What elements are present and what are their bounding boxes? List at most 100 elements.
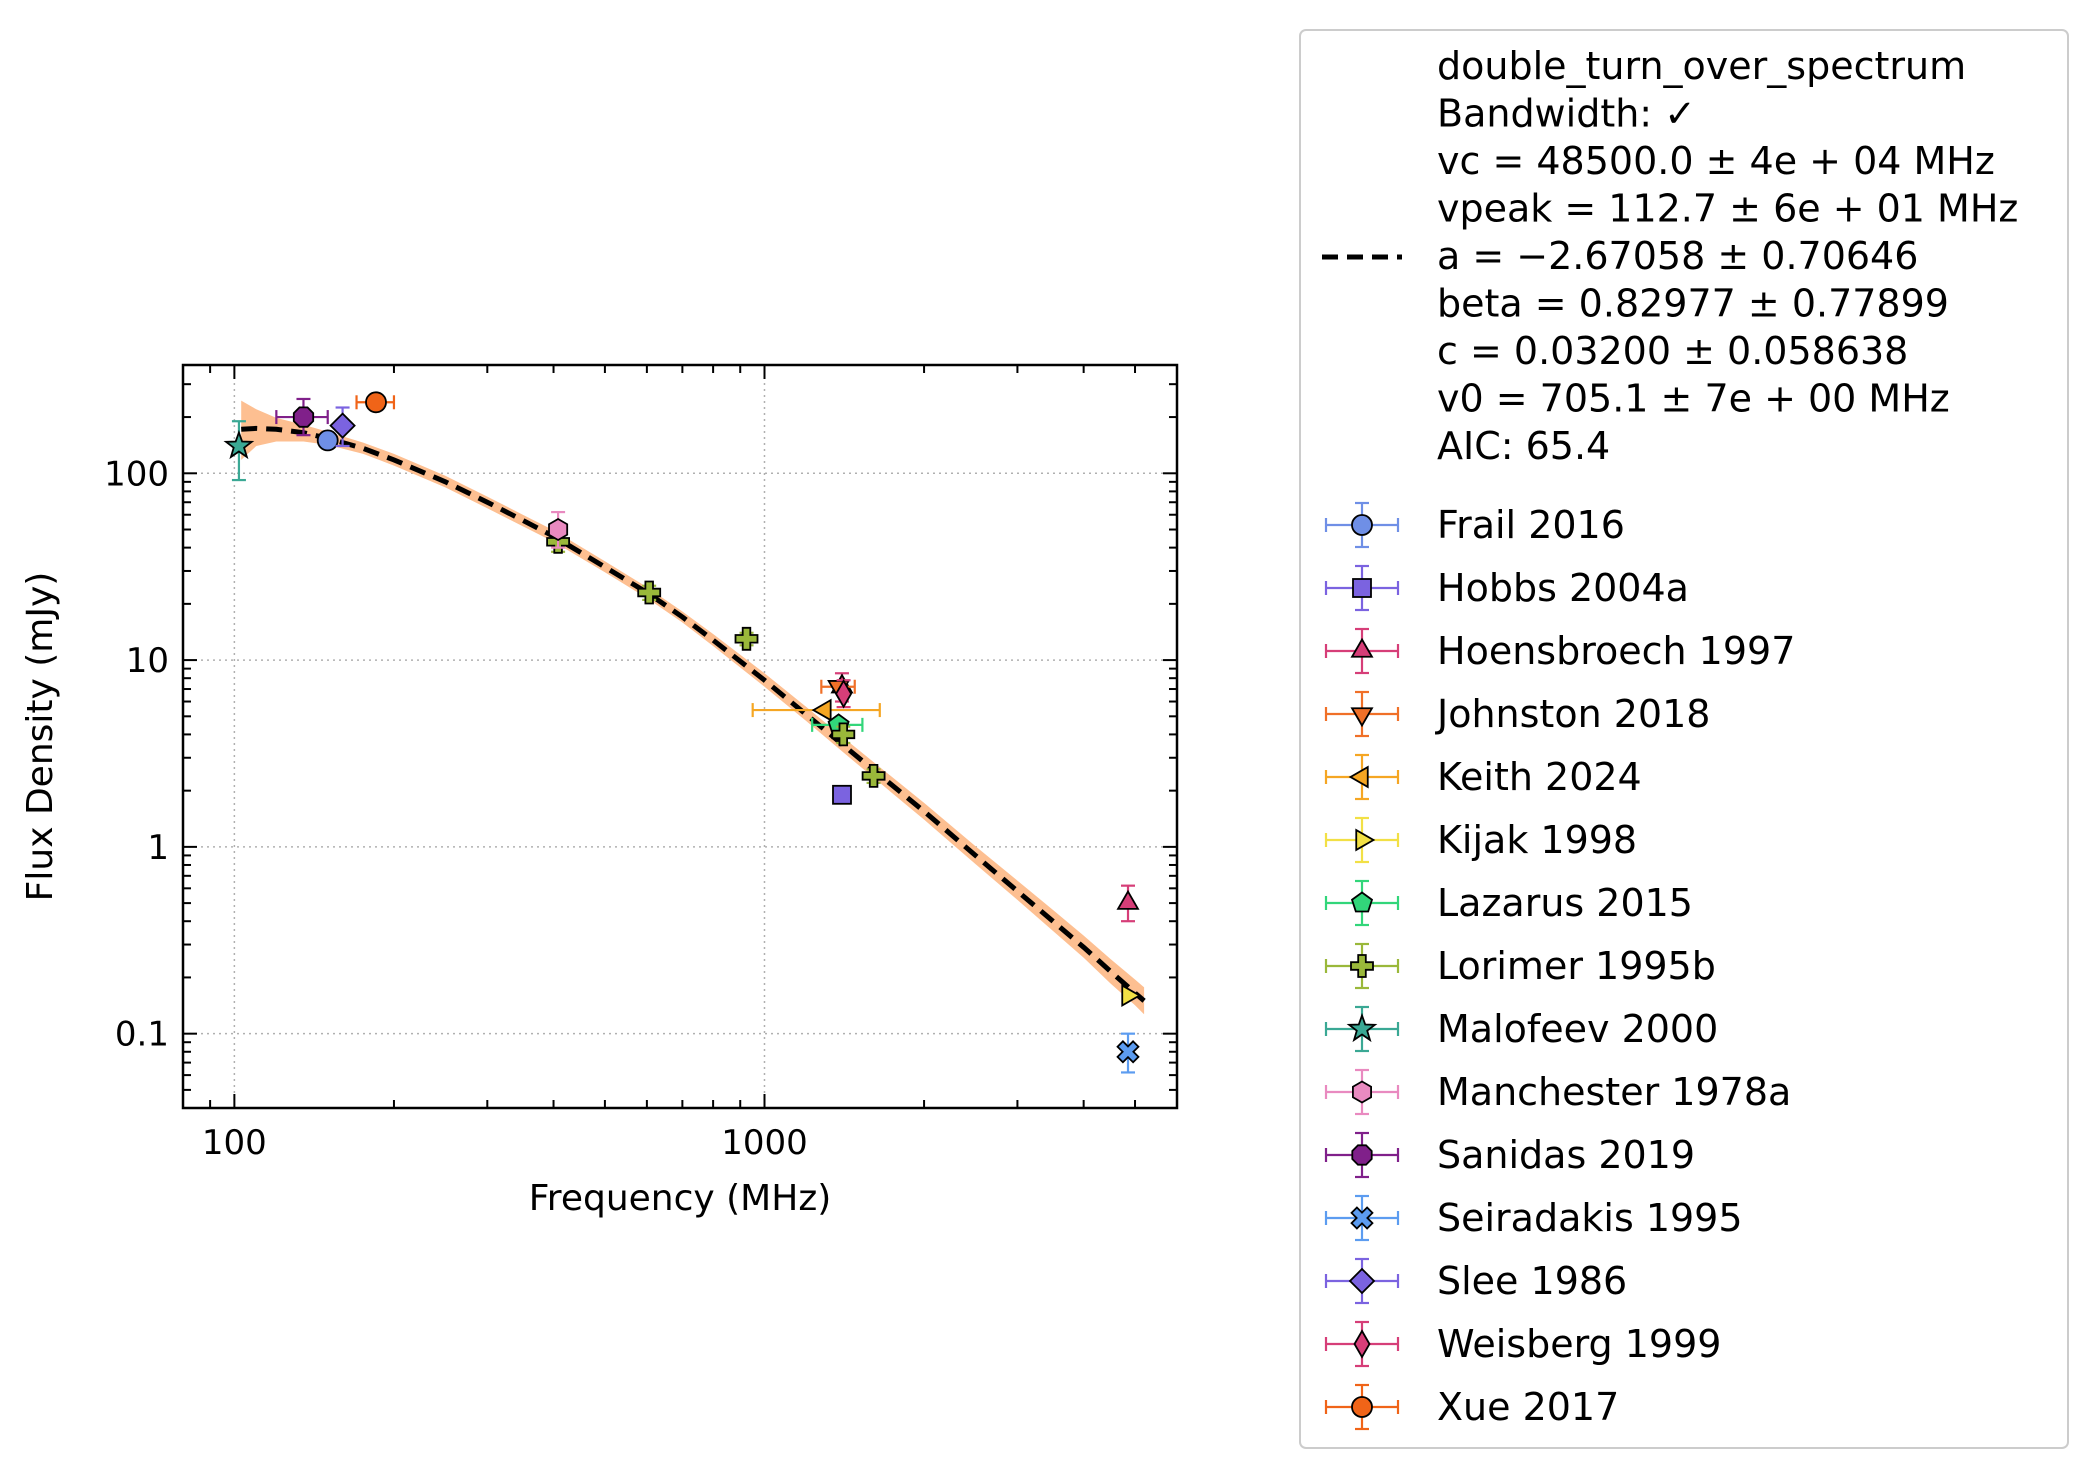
series-sanidas-2019: [275, 397, 329, 437]
series-malofeev-2000: [223, 420, 255, 482]
legend-marker: [1355, 828, 1376, 852]
series-hobbs-2004a: [832, 784, 852, 805]
legend-label: Sanidas 2019: [1437, 1133, 1695, 1177]
data-point: [316, 429, 339, 452]
legend-label: Xue 2017: [1437, 1385, 1619, 1429]
series-manchester-1978a: [548, 510, 569, 549]
legend-marker: [1350, 707, 1374, 728]
legend-entry: Frail 2016: [1324, 501, 1625, 549]
legend-label: Kijak 1998: [1437, 818, 1637, 862]
legend-box: [1299, 29, 2069, 1449]
legend-marker: [1352, 1080, 1372, 1104]
legend-fit-text: Bandwidth: ✓: [1437, 92, 1696, 136]
legend-label: Slee 1986: [1437, 1259, 1627, 1303]
legend-label: Hobbs 2004a: [1437, 566, 1689, 610]
legend-entry: Slee 1986: [1324, 1257, 1627, 1305]
legend-fit-text: vc = 48500.0 ± 4e + 04 MHz: [1437, 139, 1995, 183]
y-axis-title: Flux Density (mJy): [20, 572, 61, 902]
legend-marker: [1351, 514, 1373, 536]
x-tick-label: 100: [202, 1123, 267, 1163]
y-tick-label: 10: [126, 641, 169, 681]
series-slee-1986: [329, 406, 356, 448]
grid-lines: [183, 365, 1177, 1108]
data-point: [861, 764, 886, 788]
legend-label: Hoensbroech 1997: [1437, 629, 1795, 673]
legend-marker: [1350, 891, 1374, 913]
legend-label: Lorimer 1995b: [1437, 944, 1716, 988]
fit-uncertainty-band: [241, 400, 1145, 1015]
legend-entry: Lazarus 2015: [1324, 879, 1693, 927]
data-point: [811, 698, 832, 722]
legend-entry: Manchester 1978a: [1324, 1068, 1791, 1116]
data-point: [831, 722, 856, 747]
legend-entry: Hoensbroech 1997: [1324, 627, 1795, 675]
legend-entry: Johnston 2018: [1324, 690, 1710, 738]
legend-fit-text: beta = 0.82977 ± 0.77899: [1437, 282, 1949, 326]
y-tick-label: 0.1: [115, 1015, 169, 1055]
legend-entry: Lorimer 1995b: [1324, 942, 1716, 990]
legend-marker: [1353, 1329, 1371, 1359]
series-keith-2024: [751, 698, 881, 722]
fit-curve: [241, 425, 1146, 1003]
data-point: [835, 678, 853, 709]
legend-label: Keith 2024: [1437, 755, 1642, 799]
legend-entry: Kijak 1998: [1324, 816, 1637, 864]
fit-band: [241, 400, 1145, 1015]
legend-marker: [1348, 765, 1369, 789]
legend-entry: Keith 2024: [1324, 753, 1642, 801]
data-point: [832, 784, 852, 805]
data-points-layer: [223, 391, 1142, 1074]
legend-label: Johnston 2018: [1435, 692, 1710, 736]
data-point: [1116, 889, 1140, 910]
series-weisberg-1999: [835, 678, 853, 709]
legend-fit-text: double_turn_over_spectrum: [1437, 44, 1966, 88]
legend-label: Lazarus 2015: [1437, 881, 1693, 925]
legend-label: Weisberg 1999: [1437, 1322, 1721, 1366]
series-lorimer-1995b: [546, 529, 886, 788]
axis-tick-labels: 100 1000 0.1 1 10 100: [104, 454, 808, 1163]
data-point: [1121, 983, 1142, 1008]
legend-entry: Weisberg 1999: [1324, 1320, 1721, 1368]
legend-fit-text: vpeak = 112.7 ± 6e + 01 MHz: [1437, 187, 2018, 231]
legend-label: Seiradakis 1995: [1437, 1196, 1743, 1240]
legend-entry: Sanidas 2019: [1324, 1131, 1695, 1179]
legend-marker: [1351, 1396, 1373, 1418]
legend-fit-text: v0 = 705.1 ± 7e + 00 MHz: [1437, 377, 1950, 421]
x-axis-title: Frequency (MHz): [529, 1178, 832, 1219]
data-point: [365, 391, 387, 414]
y-tick-label: 1: [147, 828, 169, 868]
legend-label: Manchester 1978a: [1437, 1070, 1791, 1114]
legend-marker: [1350, 954, 1374, 978]
legend-label: Malofeev 2000: [1437, 1007, 1718, 1051]
legend-fit-text: a = −2.67058 ± 0.70646: [1437, 234, 1918, 278]
data-point: [329, 412, 356, 439]
legend-marker: [1352, 578, 1372, 598]
data-point: [548, 517, 569, 542]
legend-entry: Xue 2017: [1324, 1383, 1619, 1431]
data-point: [734, 626, 759, 651]
legend-entry: Seiradakis 1995: [1324, 1194, 1743, 1242]
plot-frame: [181, 363, 1179, 1110]
legend-entry: Malofeev 2000: [1324, 1005, 1718, 1053]
legend-marker: [1351, 1144, 1373, 1166]
x-tick-label: 1000: [721, 1123, 808, 1163]
legend-marker: [1350, 1206, 1374, 1230]
legend-marker: [1350, 637, 1374, 658]
axis-ticks: [183, 365, 1177, 1108]
fit-curve-layer: [241, 425, 1146, 1003]
legend-marker: [1346, 1012, 1378, 1043]
legend-entry: Hobbs 2004a: [1324, 564, 1689, 612]
series-frail-2016: [316, 429, 339, 452]
data-point: [223, 429, 255, 460]
legend-label: Frail 2016: [1437, 503, 1625, 547]
y-tick-label: 100: [104, 454, 169, 494]
legend-series-entries: Frail 2016 Hobbs 2004a Hoensbroech 1997 Joh…: [1324, 501, 1795, 1431]
legend-fit-text: c = 0.03200 ± 0.058638: [1437, 329, 1908, 373]
data-point: [1116, 1040, 1140, 1064]
series-kijak-1998: [1121, 983, 1142, 1008]
series-xue-2017: [355, 391, 396, 414]
legend-marker: [1348, 1267, 1376, 1295]
